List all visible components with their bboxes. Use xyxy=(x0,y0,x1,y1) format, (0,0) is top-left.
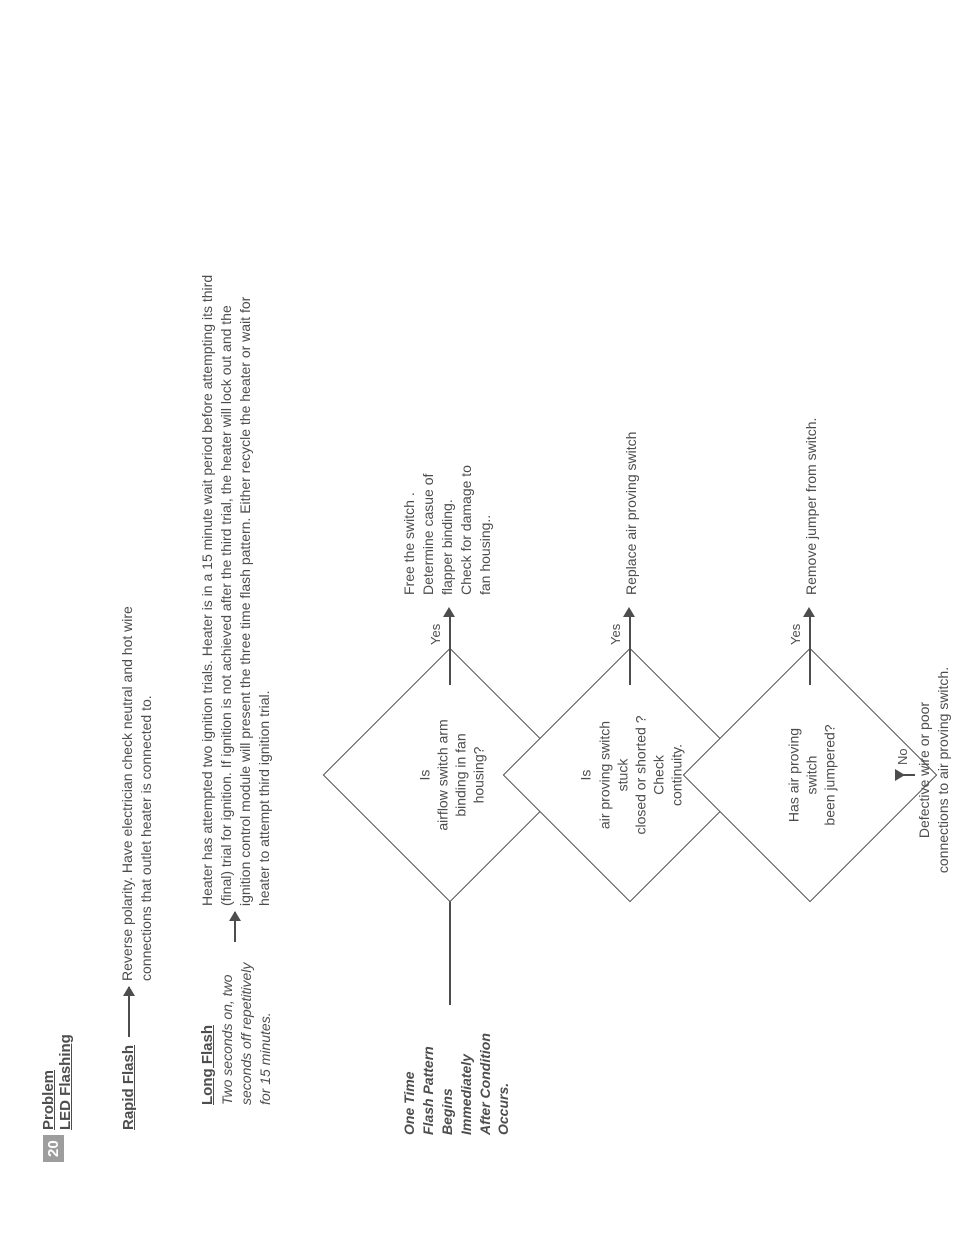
heading-line1: Problem xyxy=(40,1034,57,1130)
edge-label-yes: Yes xyxy=(608,624,623,645)
flow-side-caption: One TimeFlash PatternBeginsImmediatelyAf… xyxy=(400,1033,513,1135)
flowchart-area: Isairflow switch armbinding in fanhousin… xyxy=(340,105,940,1005)
page-number-badge: 20 xyxy=(43,1135,64,1162)
long-flash-row: Long Flash Two seconds on, two seconds o… xyxy=(198,266,275,1105)
problem-heading: Problem LED Flashing xyxy=(40,1034,74,1130)
arrow-icon xyxy=(128,987,130,1037)
answer-remove-jumper: Remove jumper from switch. xyxy=(802,418,821,595)
side-caption-text: One TimeFlash PatternBeginsImmediatelyAf… xyxy=(401,1033,511,1135)
rapid-flash-row: Rapid Flash Reverse polarity. Have elect… xyxy=(118,551,156,1130)
arrow-icon xyxy=(234,912,236,942)
connector xyxy=(449,615,451,685)
answer-replace-switch: Replace air proving switch xyxy=(622,432,641,595)
long-flash-left: Long Flash Two seconds on, two seconds o… xyxy=(198,950,275,1105)
long-flash-timing: Two seconds on, two seconds off repetiti… xyxy=(218,950,275,1105)
arrowhead-right-icon xyxy=(803,607,815,617)
arrowhead-down-icon xyxy=(895,769,905,781)
edge-label-no: No xyxy=(895,748,910,765)
rapid-flash-label: Rapid Flash xyxy=(118,1045,137,1130)
arrowhead-right-icon xyxy=(623,607,635,617)
long-flash-text: Heater has attempted two ignition trials… xyxy=(198,266,274,906)
answer-free-switch: Free the switch .Determine casue offlapp… xyxy=(400,465,494,595)
long-flash-label: Long Flash xyxy=(198,950,218,1105)
arrowhead-right-icon xyxy=(443,607,455,617)
connector xyxy=(809,615,811,685)
edge-label-yes: Yes xyxy=(788,624,803,645)
heading-line2: LED Flashing xyxy=(57,1034,74,1130)
edge-label-yes: Yes xyxy=(428,624,443,645)
decision-text: Has air proving switchbeen jumpered? xyxy=(721,685,901,865)
page-container: 20 Problem LED Flashing Rapid Flash Reve… xyxy=(0,0,954,1235)
connector xyxy=(629,615,631,685)
answer-defective-wire: Defective wire or poorconnections to air… xyxy=(915,650,954,890)
rapid-flash-text: Reverse polarity. Have electrician check… xyxy=(118,551,156,981)
